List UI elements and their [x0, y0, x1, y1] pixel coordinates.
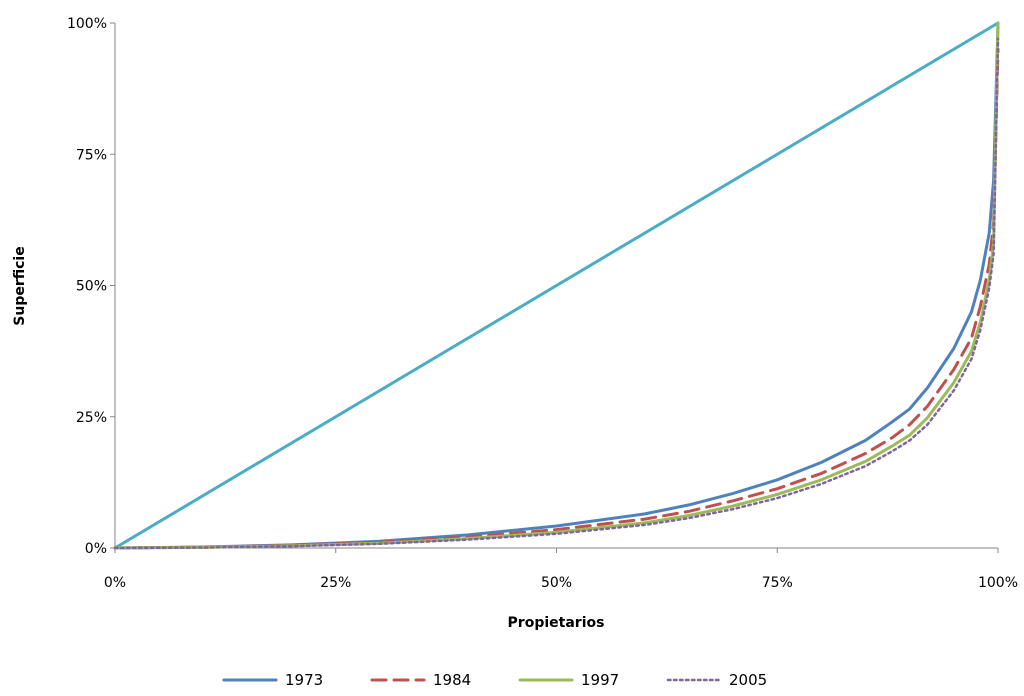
- x-axis-title: Propietarios: [508, 615, 605, 631]
- series-line-equality: [113, 21, 1000, 550]
- tick-labels: 0% 25% 50% 75% 100% 0% 25% 50% 75% 100%: [67, 16, 1018, 591]
- y-axis-title: Superficie: [12, 246, 28, 325]
- legend-label-1997: 1997: [581, 671, 619, 689]
- legend-label-1984: 1984: [433, 671, 471, 689]
- series-line-2005: [113, 37, 1000, 550]
- y-tick-label: 25%: [76, 410, 107, 426]
- y-tick-label: 75%: [76, 147, 107, 163]
- series-line-1984: [113, 47, 1000, 550]
- x-tick-label: 100%: [978, 575, 1018, 591]
- y-tick-label: 50%: [76, 279, 107, 295]
- axes-layer: [110, 22, 999, 553]
- x-tick-label: 25%: [320, 575, 351, 591]
- y-tick-label: 100%: [67, 16, 107, 32]
- y-tick-label: 0%: [85, 541, 107, 557]
- legend-label-1973: 1973: [285, 671, 323, 689]
- legend: 1973 1984 1997 2005: [222, 671, 767, 689]
- series-layer: [113, 21, 1000, 550]
- legend-label-2005: 2005: [729, 671, 767, 689]
- x-tick-label: 0%: [104, 575, 126, 591]
- x-tick-label: 75%: [762, 575, 793, 591]
- x-tick-label: 50%: [541, 575, 572, 591]
